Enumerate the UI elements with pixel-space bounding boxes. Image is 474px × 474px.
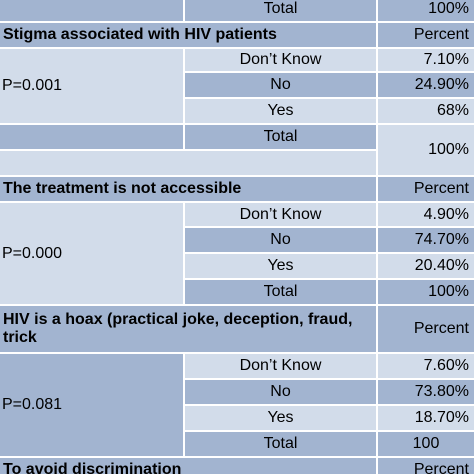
category-label: Don’t Know bbox=[185, 203, 376, 226]
table-cell bbox=[0, 0, 183, 21]
section-title: HIV is a hoax (practical joke, deception… bbox=[0, 306, 376, 352]
percent-value: 68% bbox=[378, 99, 474, 123]
category-label: Yes bbox=[185, 99, 376, 123]
p-value: P=0.081 bbox=[0, 354, 183, 456]
percent-value: 18.70% bbox=[378, 406, 474, 430]
p-value: P=0.001 bbox=[0, 49, 183, 123]
section-title: The treatment is not accessible bbox=[0, 177, 376, 201]
percent-value: 74.70% bbox=[378, 228, 474, 252]
total-value: 100% bbox=[378, 280, 474, 304]
p-value: P=0.000 bbox=[0, 203, 183, 304]
percent-header: Percent bbox=[378, 458, 474, 474]
total-label: Total bbox=[185, 0, 376, 21]
total-label: Total bbox=[185, 280, 376, 304]
percent-header: Percent bbox=[378, 23, 474, 47]
table-cell bbox=[0, 125, 183, 149]
category-label: No bbox=[185, 228, 376, 252]
percent-value: 7.10% bbox=[378, 49, 474, 71]
section-title: To avoid discrimination bbox=[0, 458, 376, 474]
total-value: 100 bbox=[378, 432, 474, 456]
percent-header: Percent bbox=[378, 177, 474, 201]
category-label: Don’t Know bbox=[185, 354, 376, 378]
percent-value: 24.90% bbox=[378, 73, 474, 97]
total-value: 100% bbox=[378, 0, 474, 21]
total-label: Total bbox=[185, 432, 376, 456]
percent-value: 7.60% bbox=[378, 354, 474, 378]
percent-value: 4.90% bbox=[378, 203, 474, 226]
total-label: Total bbox=[185, 125, 376, 149]
section-title: Stigma associated with HIV patients bbox=[0, 23, 376, 47]
category-label: Yes bbox=[185, 254, 376, 278]
category-label: Don’t Know bbox=[185, 49, 376, 71]
percent-value: 20.40% bbox=[378, 254, 474, 278]
category-label: No bbox=[185, 380, 376, 404]
table-cell bbox=[0, 151, 376, 175]
percent-header: Percent bbox=[378, 306, 474, 352]
category-label: No bbox=[185, 73, 376, 97]
category-label: Yes bbox=[185, 406, 376, 430]
percent-value: 73.80% bbox=[378, 380, 474, 404]
total-value: 100% bbox=[378, 125, 474, 175]
